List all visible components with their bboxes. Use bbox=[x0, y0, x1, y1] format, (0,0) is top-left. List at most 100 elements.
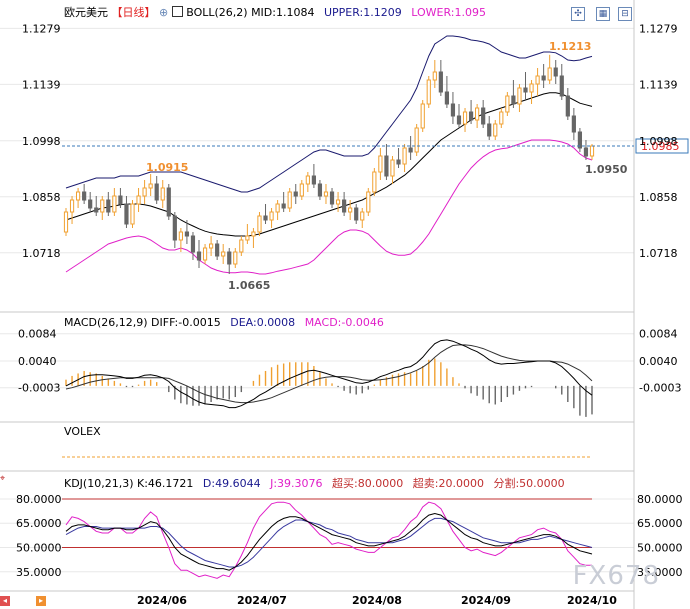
macd-y-tick-left: 0.0084 bbox=[18, 328, 57, 341]
candle-body bbox=[541, 75, 546, 81]
macd-y-tick-right: 0.0040 bbox=[639, 355, 678, 368]
x-axis-label: 2024/06 bbox=[137, 594, 187, 607]
candle-body bbox=[215, 243, 220, 257]
candle-body bbox=[166, 187, 171, 217]
macd-y-tick-right: 0.0084 bbox=[639, 328, 678, 341]
candle-body bbox=[505, 95, 510, 113]
candle-body bbox=[239, 239, 244, 253]
kdj-oversold: 超卖:20.0000 bbox=[412, 477, 484, 490]
candle-body bbox=[281, 203, 286, 209]
candle-body bbox=[438, 71, 443, 93]
macd-header: MACD(26,12,9) DIFF:-0.0015 DEA:0.0008 MA… bbox=[64, 316, 384, 330]
instrument-name: 欧元美元 bbox=[64, 6, 108, 19]
candle-body bbox=[287, 191, 292, 209]
candle-body bbox=[499, 111, 504, 125]
candle-body bbox=[396, 159, 401, 165]
candle-body bbox=[342, 199, 347, 213]
kdj-label: KDJ(10,21,3) bbox=[64, 477, 134, 490]
volex-label: VOLEX bbox=[64, 425, 101, 438]
settings-gear-icon[interactable]: ⊕ bbox=[159, 6, 169, 19]
candle-body bbox=[571, 115, 576, 133]
price-annotation: 1.0915 bbox=[146, 161, 188, 174]
candle-body bbox=[221, 251, 226, 257]
kdj-y-tick-left: 80.0000 bbox=[16, 493, 62, 506]
draw-tool-icon[interactable]: ▦ bbox=[596, 7, 610, 21]
candle-body bbox=[245, 235, 250, 241]
candle-body bbox=[263, 215, 268, 221]
candle-body bbox=[487, 123, 492, 137]
price-y-tick-right: 1.0998 bbox=[639, 135, 678, 148]
candle-body bbox=[178, 231, 183, 241]
scroll-left-icon[interactable]: ◂ bbox=[0, 596, 10, 606]
watermark: FX678 bbox=[572, 561, 660, 591]
candle-body bbox=[408, 147, 413, 153]
candle-body bbox=[372, 171, 377, 193]
last-price-box bbox=[635, 138, 689, 154]
axis-labels: 1.1279 1.1279 1.1139 1.1139 1.0998 1.0998 1.08… bbox=[16, 22, 683, 607]
candle-body bbox=[432, 71, 437, 81]
kdj-j-line bbox=[65, 501, 592, 579]
candle-body bbox=[565, 95, 570, 117]
kdj-d-line bbox=[65, 517, 593, 568]
candle-body bbox=[63, 211, 69, 233]
kdj-k-line bbox=[65, 512, 593, 571]
kdj-k: K:46.1721 bbox=[137, 477, 194, 490]
close-panel-icon[interactable]: ⊟ bbox=[618, 7, 632, 21]
candle-body bbox=[577, 131, 583, 149]
kdj-y-tick-right: 35.0000 bbox=[637, 566, 683, 579]
price-y-tick-right: 1.1139 bbox=[639, 78, 678, 91]
macd-panel bbox=[65, 339, 593, 417]
candle-body bbox=[227, 251, 232, 265]
candle-body bbox=[523, 87, 528, 93]
kdj-d: D:49.6044 bbox=[202, 477, 261, 490]
candle-body bbox=[493, 123, 498, 137]
candle-body bbox=[329, 191, 335, 205]
scroll-right-icon[interactable]: ▸ bbox=[36, 596, 46, 606]
candle-body bbox=[468, 111, 474, 121]
candle-body bbox=[450, 103, 456, 117]
candle-body bbox=[462, 111, 468, 125]
candle-body bbox=[529, 83, 534, 93]
price-y-tick-right: 1.0858 bbox=[639, 191, 678, 204]
candle-body bbox=[130, 203, 135, 225]
candle-body bbox=[269, 211, 274, 221]
x-axis-label: 2024/08 bbox=[352, 594, 402, 607]
candle-body bbox=[335, 199, 341, 205]
candle-body bbox=[202, 247, 208, 261]
boll-lower-line bbox=[65, 139, 593, 275]
candle-body bbox=[402, 147, 407, 165]
candle-body bbox=[311, 175, 316, 185]
candle-body bbox=[317, 183, 323, 197]
candle-body bbox=[414, 127, 419, 153]
indicator-checkbox-icon[interactable] bbox=[171, 6, 183, 17]
candle-body bbox=[124, 203, 129, 225]
candle-body bbox=[209, 243, 214, 249]
price-header: 欧元美元 【日线】 ⊕ BOLL(26,2) MID:1.1084 UPPER:… bbox=[64, 6, 486, 20]
price-annotation: 1.0950 bbox=[585, 163, 628, 176]
candle-body bbox=[118, 195, 123, 205]
candle-body bbox=[160, 187, 165, 201]
price-y-tick-left: 1.1139 bbox=[22, 78, 61, 91]
candle-body bbox=[257, 215, 262, 233]
period-label[interactable]: 【日线】 bbox=[111, 6, 156, 19]
boll-mid: MID:1.1084 bbox=[251, 6, 315, 19]
panel-marker-icon: ⌖ bbox=[0, 474, 6, 484]
macd-dea-line bbox=[65, 344, 593, 404]
candle-body bbox=[475, 107, 480, 121]
x-axis-label: 2024/10 bbox=[567, 594, 617, 607]
candle-body bbox=[75, 191, 81, 201]
candle-body bbox=[148, 183, 153, 189]
crosshair-tool-icon[interactable]: ✣ bbox=[571, 7, 585, 21]
price-y-tick-right: 1.0718 bbox=[639, 247, 678, 260]
kdj-y-tick-right: 80.0000 bbox=[637, 493, 683, 506]
price-y-tick-left: 1.1279 bbox=[22, 22, 61, 35]
candle-body bbox=[360, 211, 365, 221]
macd-value: MACD:-0.0046 bbox=[304, 316, 384, 329]
candle-body bbox=[94, 207, 99, 213]
kdj-overbought: 超买:80.0000 bbox=[332, 477, 404, 490]
boll-label: BOLL(26,2) bbox=[186, 6, 248, 19]
boll-upper: UPPER:1.1209 bbox=[323, 6, 402, 19]
candle-body bbox=[583, 147, 589, 157]
macd-dea: DEA:0.0008 bbox=[230, 316, 296, 329]
macd-y-tick-right: -0.0003 bbox=[639, 382, 681, 395]
